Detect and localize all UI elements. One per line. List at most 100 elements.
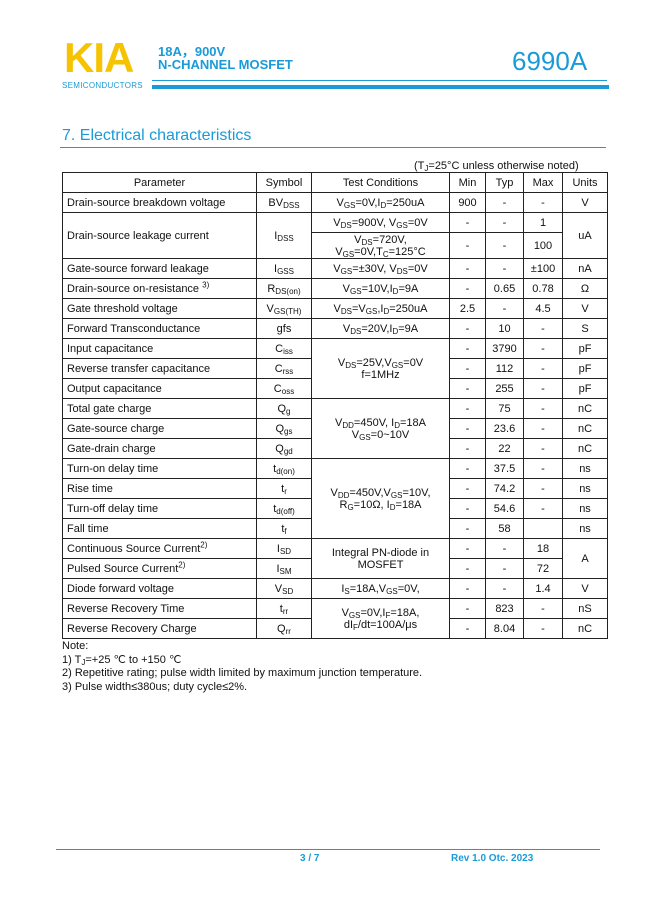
cell-min: -: [449, 212, 486, 233]
cell-min: -: [449, 378, 486, 399]
cell-unit: V: [562, 192, 608, 213]
cell-symbol: VGS(TH): [256, 298, 312, 319]
cell-typ: -: [485, 232, 524, 259]
cell-min: -: [449, 358, 486, 379]
cell-unit: ns: [562, 498, 608, 519]
table-row: Drain-source on-resistance 3) RDS(on) VGS=…: [62, 278, 608, 299]
cell-typ: -: [485, 192, 524, 213]
table-row: Turn-off delay time td(off) -54.6- ns: [62, 498, 608, 519]
cell-unit: nC: [562, 398, 608, 419]
rating-text: 18A，900V: [158, 44, 226, 59]
cell-min: -: [449, 458, 486, 479]
note-line: Note:: [62, 640, 89, 652]
cell-min: -: [449, 478, 486, 499]
cell-typ: 10: [485, 318, 524, 339]
note-line: 2) Repetitive rating; pulse width limite…: [62, 667, 423, 679]
cell-unit: pF: [562, 378, 608, 399]
cell-symbol: IGSS: [256, 258, 312, 279]
cell-min: -: [449, 438, 486, 459]
cell-param: Drain-source leakage current: [62, 212, 257, 259]
cell-symbol: Crss: [256, 358, 312, 379]
cell-min: -: [449, 258, 486, 279]
table-row: Output capacitance Coss -255- pF: [62, 378, 608, 399]
column-header: Min: [449, 172, 486, 193]
cell-symbol: VSD: [256, 578, 312, 599]
cell-symbol: tr: [256, 478, 312, 499]
cell-min: -: [449, 518, 486, 539]
section-divider: [60, 147, 606, 148]
condition-note: (TJ=25°C unless otherwise noted): [414, 160, 579, 173]
notes: Note: 1) TJ=+25 ℃ to +150 ℃ 2) Repetitive …: [62, 640, 422, 694]
table-row: Diode forward voltage VSD IS=18A,VGS=0V, - -…: [62, 578, 608, 599]
cell-max: -: [523, 378, 563, 399]
table-row: Input capacitance Ciss VDS=25V,VGS=0V f=1MH…: [62, 338, 608, 399]
table-row: Reverse Recovery Time trr VGS=0V,IF=18A, dI…: [62, 598, 608, 639]
cell-symbol: IDSS: [256, 212, 312, 259]
cell-unit: ns: [562, 478, 608, 499]
cell-min: -: [449, 618, 486, 639]
cell-param: Rise time: [62, 478, 257, 499]
cell-symbol: Qgs: [256, 418, 312, 439]
table-row: Total gate charge Qg VDD=450V, ID=18A VGS=0…: [62, 398, 608, 459]
cell-min: -: [449, 398, 486, 419]
cell-max: -: [523, 418, 563, 439]
cell-min: -: [449, 318, 486, 339]
cell-min: -: [449, 578, 486, 599]
cell-unit: ns: [562, 518, 608, 539]
table-row: Gate-drain charge Qgd -22- nC: [62, 438, 608, 459]
header-divider-thin: [152, 80, 607, 81]
cell-cond: VDS=20V,ID=9A: [311, 318, 450, 339]
cell-max: 4.5: [523, 298, 563, 319]
device-type: N-CHANNEL MOSFET: [158, 57, 293, 72]
cell-min: -: [449, 598, 486, 619]
cell-symbol: Qrr: [256, 618, 312, 639]
cell-max: 100: [523, 232, 563, 259]
cell-unit: nC: [562, 418, 608, 439]
cell-typ: -: [485, 558, 524, 579]
cell-min: -: [449, 278, 486, 299]
cell-min: 2.5: [449, 298, 486, 319]
column-header: Symbol: [256, 172, 312, 193]
cell-typ: -: [485, 298, 524, 319]
cell-max: 72: [523, 558, 563, 579]
cell-param: Reverse Recovery Time: [62, 598, 257, 619]
cell-unit: V: [562, 578, 608, 599]
cell-symbol: td(on): [256, 458, 312, 479]
cell-cond: VGS=±30V, VDS=0V: [311, 258, 450, 279]
cell-param: Total gate charge: [62, 398, 257, 419]
cell-typ: 823: [485, 598, 524, 619]
cell-max: -: [523, 438, 563, 459]
note-line: 3) Pulse width≤380us; duty cycle≤2%.: [62, 680, 248, 693]
cell-cond: VGS=0V,IF=18A, dIF/dt=100A/μs: [311, 598, 450, 639]
cell-param: Gate threshold voltage: [62, 298, 257, 319]
cell-unit: pF: [562, 338, 608, 359]
cell-symbol: ISD: [256, 538, 312, 559]
cell-param: Turn-on delay time: [62, 458, 257, 479]
cell-cond: VGS=10V,ID=9A: [311, 278, 450, 299]
cell-typ: -: [485, 212, 524, 233]
column-header: Max: [523, 172, 563, 193]
cell-symbol: tf: [256, 518, 312, 539]
cell-max: -: [523, 478, 563, 499]
table-row: Continuous Source Current2) ISD Integral P…: [62, 538, 608, 579]
kia-logo: KIA: [64, 34, 134, 81]
cell-max: [523, 518, 563, 539]
cell-typ: 23.6: [485, 418, 524, 439]
cell-typ: 58: [485, 518, 524, 539]
cell-unit: uA: [562, 212, 608, 259]
cell-symbol: Qgd: [256, 438, 312, 459]
cell-min: -: [449, 558, 486, 579]
cell-symbol: Qg: [256, 398, 312, 419]
cell-min: -: [449, 538, 486, 559]
cell-max: -: [523, 598, 563, 619]
cell-max: -: [523, 338, 563, 359]
cell-typ: 37.5: [485, 458, 524, 479]
cell-max: 1.4: [523, 578, 563, 599]
cell-cond: VDS=VGS,ID=250uA: [311, 298, 450, 319]
cell-symbol: td(off): [256, 498, 312, 519]
cell-param: Diode forward voltage: [62, 578, 257, 599]
cell-param: Input capacitance: [62, 338, 257, 359]
cell-param: Forward Transconductance: [62, 318, 257, 339]
cell-cond: Integral PN-diode in MOSFET: [311, 538, 450, 579]
